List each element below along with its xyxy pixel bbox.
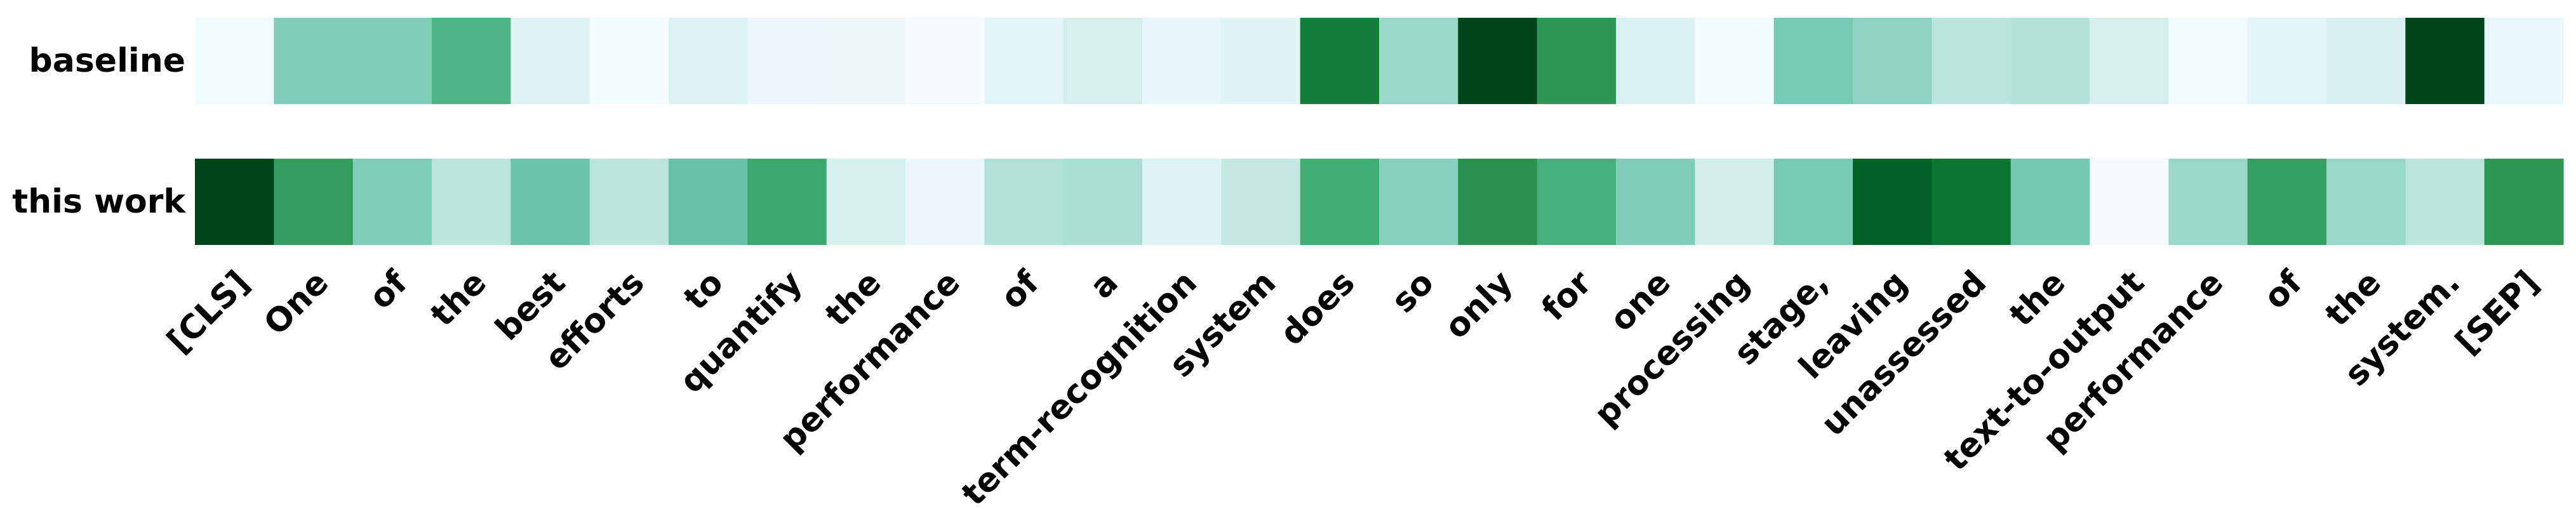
heatmap-cell-this-work-22: [1932, 159, 2012, 245]
heatmap-cell-this-work-21: [1853, 159, 1932, 245]
token-label-15: so: [1384, 263, 1441, 321]
token-label-6: to: [677, 263, 731, 317]
token-label-14: does: [1273, 263, 1363, 353]
heatmap-cell-this-work-3: [432, 159, 511, 245]
heatmap-cell-baseline-14: [1300, 18, 1380, 104]
heatmap-cell-baseline-28: [2405, 18, 2485, 104]
token-label-26: of: [2257, 263, 2311, 317]
token-label-11: a: [1083, 263, 1125, 306]
heatmap-cell-baseline-1: [274, 18, 354, 104]
heatmap-cell-this-work-13: [1221, 159, 1301, 245]
heatmap-cell-baseline-20: [1773, 18, 1853, 104]
heatmap-cell-this-work-29: [2484, 159, 2564, 245]
heatmap-cell-baseline-6: [669, 18, 748, 104]
heatmap-cell-baseline-4: [511, 18, 591, 104]
heatmap-cell-baseline-16: [1458, 18, 1538, 104]
heatmap-cell-this-work-8: [826, 159, 906, 245]
heatmap-cell-this-work-28: [2405, 159, 2485, 245]
token-label-29: [SEP]: [2448, 263, 2547, 362]
heatmap-cell-baseline-7: [747, 18, 827, 104]
heatmap-cell-this-work-18: [1616, 159, 1695, 245]
heatmap-cell-baseline-10: [984, 18, 1064, 104]
heatmap-cell-this-work-15: [1379, 159, 1458, 245]
heatmap-cell-baseline-29: [2484, 18, 2564, 104]
heatmap-cell-this-work-25: [2168, 159, 2248, 245]
heatmap-cell-baseline-24: [2090, 18, 2169, 104]
token-label-10: of: [994, 263, 1048, 317]
heatmap-cell-this-work-5: [589, 159, 669, 245]
heatmap-cell-baseline-3: [432, 18, 511, 104]
heatmap-cell-baseline-5: [589, 18, 669, 104]
heatmap-cell-baseline-2: [352, 18, 432, 104]
heatmap-cell-this-work-27: [2326, 159, 2406, 245]
token-label-27: the: [2318, 263, 2389, 334]
token-label-16: only: [1438, 263, 1520, 346]
heatmap-cell-baseline-26: [2247, 18, 2327, 104]
heatmap-cell-this-work-26: [2247, 159, 2327, 245]
heatmap-cell-this-work-7: [747, 159, 827, 245]
heatmap-cell-this-work-10: [984, 159, 1064, 245]
heatmap-cell-this-work-9: [905, 159, 985, 245]
heatmap-cell-this-work-0: [195, 159, 274, 245]
heatmap-cell-baseline-22: [1932, 18, 2012, 104]
token-label-3: the: [424, 263, 494, 334]
heatmap-cell-this-work-20: [1773, 159, 1853, 245]
heatmap-cell-baseline-12: [1142, 18, 1222, 104]
heatmap-cell-baseline-21: [1853, 18, 1932, 104]
token-label-2: of: [362, 263, 416, 317]
heatmap-cell-this-work-6: [669, 159, 748, 245]
row-labels: baseline this work: [12, 42, 186, 221]
heatmap-cell-baseline-23: [2010, 18, 2090, 104]
heatmap-cells: [195, 18, 2564, 245]
heatmap-cell-this-work-23: [2010, 159, 2090, 245]
heatmap-cell-this-work-16: [1458, 159, 1538, 245]
heatmap-cell-this-work-1: [274, 159, 354, 245]
token-label-8: the: [818, 263, 888, 334]
heatmap-cell-baseline-9: [905, 18, 985, 104]
heatmap-cell-this-work-11: [1063, 159, 1143, 245]
token-label-17: for: [1535, 263, 1599, 328]
token-label-0: [CLS]: [160, 263, 257, 360]
heatmap-cell-this-work-14: [1300, 159, 1380, 245]
heatmap-cell-baseline-15: [1379, 18, 1458, 104]
row-label-this-work: this work: [12, 183, 186, 221]
heatmap-cell-baseline-17: [1537, 18, 1617, 104]
heatmap-cell-this-work-12: [1142, 159, 1222, 245]
heatmap-cell-baseline-19: [1695, 18, 1775, 104]
row-label-baseline: baseline: [29, 42, 185, 80]
token-label-1: One: [257, 263, 336, 343]
heatmap-cell-baseline-13: [1221, 18, 1301, 104]
heatmap-cell-baseline-27: [2326, 18, 2406, 104]
token-label-12: term-recognition: [954, 263, 1205, 509]
heatmap-cell-baseline-8: [826, 18, 906, 104]
heatmap-cell-this-work-19: [1695, 159, 1775, 245]
heatmap-cell-baseline-11: [1063, 18, 1143, 104]
heatmap-cell-baseline-0: [195, 18, 274, 104]
heatmap-cell-baseline-18: [1616, 18, 1695, 104]
heatmap-cell-this-work-17: [1537, 159, 1617, 245]
heatmap-cell-this-work-4: [511, 159, 591, 245]
heatmap-cell-this-work-24: [2090, 159, 2169, 245]
heatmap-cell-this-work-2: [352, 159, 432, 245]
heatmap-cell-baseline-25: [2168, 18, 2248, 104]
token-label-23: the: [2002, 263, 2072, 334]
